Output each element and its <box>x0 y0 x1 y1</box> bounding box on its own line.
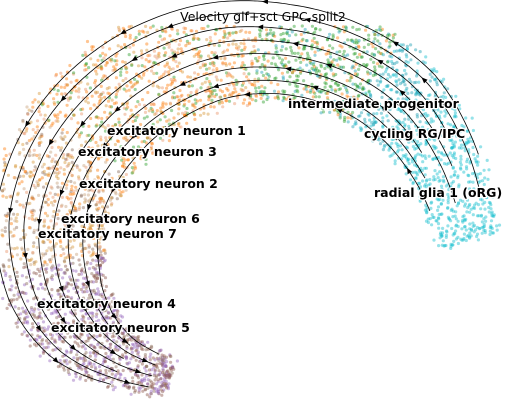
cluster-label-excitatory-neuron-5: excitatory neuron 5 <box>51 320 190 335</box>
cluster-label-excitatory-neuron-1: excitatory neuron 1 <box>107 123 246 138</box>
cluster-label-excitatory-neuron-4: excitatory neuron 4 <box>37 296 176 311</box>
cluster-label-excitatory-neuron-7: excitatory neuron 7 <box>38 226 177 241</box>
cluster-label-excitatory-neuron-2: excitatory neuron 2 <box>79 176 218 191</box>
chart-title: Velocity glf+sct GPC split2 <box>180 9 346 24</box>
cluster-labels: intermediate progenitor cycling RG/IPC r… <box>36 95 504 337</box>
cluster-label-radial-glia-1: radial glia 1 (oRG) <box>374 185 502 200</box>
cluster-label-cycling-rg-ipc: cycling RG/IPC <box>364 126 465 141</box>
cluster-label-intermediate-progenitor: intermediate progenitor <box>288 96 460 111</box>
velocity-streams <box>0 0 482 388</box>
cluster-label-excitatory-neuron-6: excitatory neuron 6 <box>61 211 200 226</box>
cluster-label-excitatory-neuron-3: excitatory neuron 3 <box>78 144 217 159</box>
